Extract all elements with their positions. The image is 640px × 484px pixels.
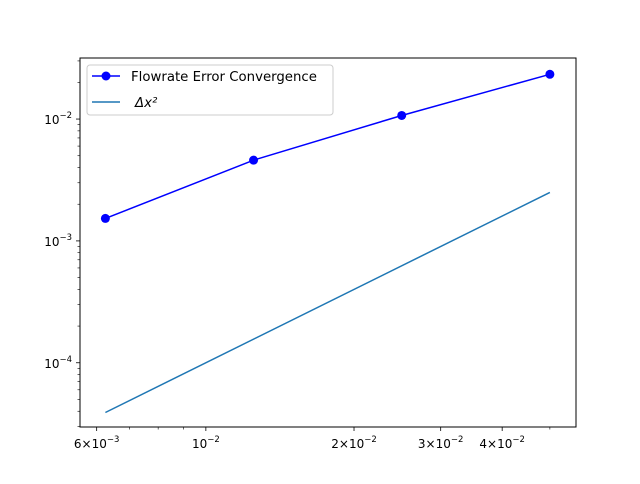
tick-layer: 6×10−3 10−2 2×10−2 3×10−2 4×10−2 10−4 10−3 10−2 xyxy=(44,60,551,451)
legend-marker-flowrate xyxy=(101,71,111,81)
data-point xyxy=(249,155,259,165)
legend-box xyxy=(86,64,334,116)
data-point xyxy=(545,69,555,79)
x-tick-label: 2×10−2 xyxy=(331,435,377,451)
x-tick-label: 10−2 xyxy=(192,435,220,451)
y-tick-label: 10−4 xyxy=(44,355,72,371)
series-line-0 xyxy=(105,73,551,220)
y-tick-label: 10−3 xyxy=(44,233,72,249)
x-tick-label: 4×10−2 xyxy=(479,435,524,451)
x-tick-label: 6×10−3 xyxy=(74,435,120,451)
x-tick-label: 3×10−2 xyxy=(418,435,464,451)
legend-label-dx2: Δx² xyxy=(134,96,158,111)
legend: Flowrate Error Convergence Δx² xyxy=(86,64,334,116)
data-point xyxy=(100,213,110,223)
series-layer xyxy=(100,69,555,414)
plot-frame xyxy=(79,57,577,428)
series-line-1 xyxy=(105,191,551,414)
legend-label-flowrate: Flowrate Error Convergence xyxy=(131,70,317,85)
data-point xyxy=(397,110,407,120)
y-tick-label: 10−2 xyxy=(44,111,72,127)
